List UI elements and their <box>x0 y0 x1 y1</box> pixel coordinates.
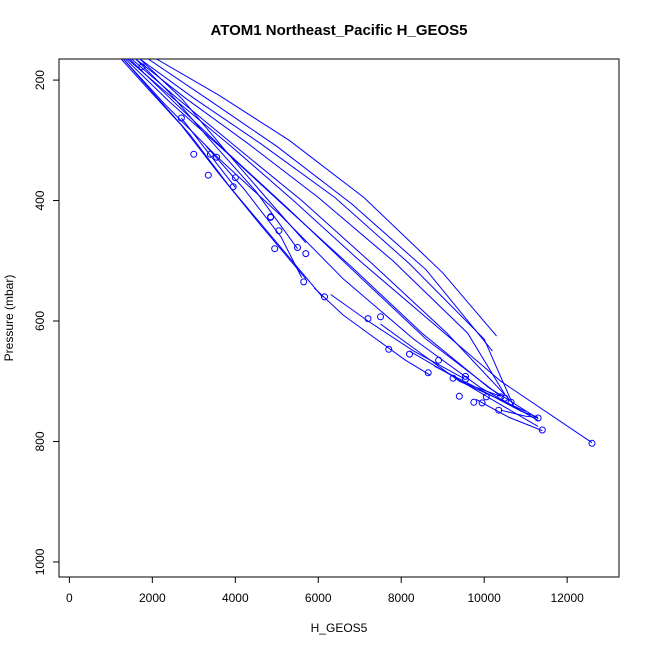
points-layer <box>138 63 596 447</box>
series-line-13 <box>205 145 303 278</box>
data-point <box>300 278 308 286</box>
data-point <box>302 250 310 258</box>
plot-frame <box>58 58 620 578</box>
data-point <box>588 439 596 447</box>
series-line-0 <box>127 59 593 444</box>
data-point <box>482 393 490 401</box>
series-line-10 <box>120 59 307 280</box>
series-line-12 <box>139 59 307 244</box>
data-point <box>478 399 486 407</box>
data-point <box>138 63 146 71</box>
data-point <box>534 414 542 422</box>
data-point <box>204 171 212 179</box>
data-point <box>321 293 328 301</box>
data-point <box>267 213 275 221</box>
series-line-15 <box>330 294 464 379</box>
series-line-19 <box>459 380 526 412</box>
y-tick-label: 200 <box>33 70 47 90</box>
x-axis: 0 2000 4000 6000 8000 10000 12000 <box>66 576 584 605</box>
data-point <box>177 114 185 122</box>
data-point <box>449 374 457 382</box>
x-tick-label: 2000 <box>139 591 166 605</box>
x-tick-label: 4000 <box>222 591 249 605</box>
data-point <box>538 426 546 434</box>
data-point <box>206 150 214 158</box>
series-line-11 <box>135 59 298 249</box>
data-point <box>377 313 384 321</box>
x-tick-label: 12000 <box>550 591 584 605</box>
y-axis: 200 400 600 800 1000 <box>33 70 60 575</box>
x-tick-label: 6000 <box>305 591 332 605</box>
x-tick-label: 0 <box>66 591 73 605</box>
series-line-14 <box>313 287 431 376</box>
data-point <box>190 150 198 158</box>
series-line-8 <box>156 59 497 337</box>
y-axis-label: Pressure (mbar) <box>2 275 16 362</box>
y-tick-label: 800 <box>33 431 47 451</box>
x-axis-label: H_GEOS5 <box>311 621 368 635</box>
data-point <box>435 356 443 364</box>
series-line-4 <box>129 59 502 397</box>
data-point <box>229 183 237 191</box>
chart-title: ATOM1 Northeast_Pacific H_GEOS5 <box>210 22 467 39</box>
data-point <box>424 369 432 377</box>
data-point <box>462 372 469 380</box>
data-point <box>231 174 239 182</box>
data-point <box>497 393 505 401</box>
series-line-6 <box>139 59 514 406</box>
series-line-7 <box>147 59 493 352</box>
data-point <box>406 350 413 358</box>
data-point <box>470 398 478 406</box>
data-point <box>385 345 393 353</box>
series-line-9 <box>122 59 323 298</box>
data-point <box>364 315 372 323</box>
data-point <box>213 153 221 161</box>
y-tick-label: 400 <box>33 190 47 210</box>
series-line-20 <box>475 398 543 432</box>
data-point <box>501 394 509 402</box>
y-tick-label: 600 <box>33 311 47 331</box>
data-point <box>294 244 301 251</box>
data-point <box>275 227 283 235</box>
x-tick-label: 8000 <box>388 591 415 605</box>
data-point <box>455 392 463 400</box>
series-line-21 <box>500 409 539 418</box>
y-tick-label: 1000 <box>33 548 47 575</box>
series-layer <box>120 59 593 444</box>
series-line-5 <box>135 59 506 395</box>
series-line-16 <box>380 323 501 397</box>
series-line-22 <box>181 117 236 188</box>
data-point <box>462 375 469 383</box>
data-point <box>271 245 279 253</box>
data-point <box>507 398 515 406</box>
x-tick-label: 10000 <box>467 591 501 605</box>
series-line-3 <box>131 59 510 400</box>
data-point <box>495 406 503 414</box>
